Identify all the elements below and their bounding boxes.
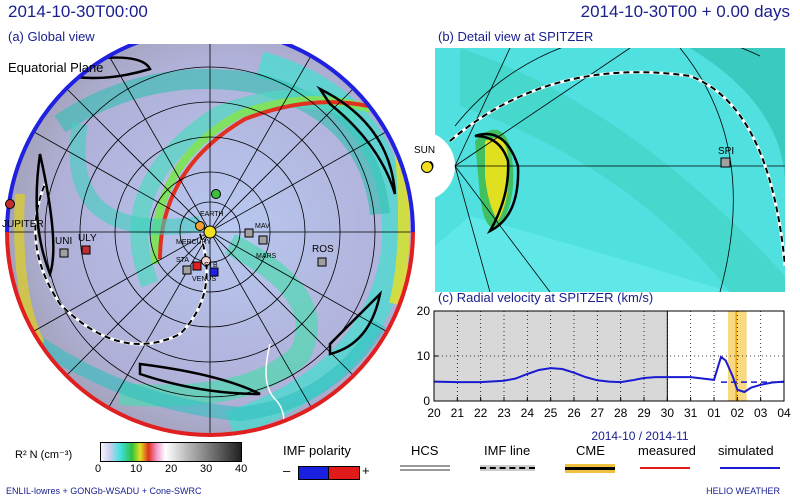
polarity-negative-swatch xyxy=(298,466,330,480)
imf-line-swatch xyxy=(480,467,535,469)
legend-hcs: HCS xyxy=(411,443,439,458)
colorbar-tick: 20 xyxy=(165,463,178,475)
x-tick-label: 20 xyxy=(427,406,441,420)
sta-marker xyxy=(182,265,192,275)
uni-marker xyxy=(59,248,69,258)
mercury-marker xyxy=(195,221,205,231)
forecast-title: 2014-10-30T00 + 0.00 days xyxy=(580,2,790,21)
colorbar-tick: 30 xyxy=(200,463,213,475)
label-jupiter: JUPITER xyxy=(2,219,44,230)
detail-sun-marker xyxy=(421,161,433,173)
label-venus: VENUS xyxy=(192,276,216,283)
x-tick-label: 03 xyxy=(754,406,768,420)
colorbar-tick: 40 xyxy=(235,463,248,475)
x-tick-label: 04 xyxy=(777,406,791,420)
x-tick-label: 26 xyxy=(567,406,581,420)
legend-minus: – xyxy=(283,463,291,478)
x-tick-label: 24 xyxy=(521,406,535,420)
legend-plus: + xyxy=(362,463,370,478)
measured-swatch xyxy=(640,467,690,469)
label-earth: EARTH xyxy=(200,211,224,218)
chart-xlabel: 2014-10 / 2014-11 xyxy=(591,429,689,443)
sun-label: SUN xyxy=(414,145,436,156)
mars-marker xyxy=(258,235,268,245)
detail-spi-marker xyxy=(720,157,731,168)
colorbar-tick: 0 xyxy=(95,463,102,475)
venus-marker xyxy=(201,256,211,266)
series-simulated xyxy=(433,355,785,394)
colorbar-tick: 10 xyxy=(130,463,143,475)
legend-imf-line: IMF line xyxy=(484,443,531,458)
velocity-chart: 20 21 22 23 24 25 26 27 28 29 30 31 01 02 03 04 0 10 20 20… xyxy=(417,305,791,443)
y-tick-label: 20 xyxy=(417,305,431,318)
label-ros: ROS xyxy=(312,244,334,255)
x-tick-label: 22 xyxy=(474,406,488,420)
label-mars: MARS xyxy=(256,253,277,260)
mav-marker xyxy=(244,228,254,238)
x-tick-label: 31 xyxy=(684,406,698,420)
hcs-swatch xyxy=(400,465,450,471)
x-tick-label: 21 xyxy=(451,406,465,420)
legend-simulated: simulated xyxy=(718,443,774,458)
y-tick-label: 10 xyxy=(417,349,431,363)
spi-marker xyxy=(209,267,219,277)
earth-marker xyxy=(211,189,221,199)
stb-marker xyxy=(192,261,202,271)
chart-title: (c) Radial velocity at SPITZER (km/s) xyxy=(438,290,654,305)
x-tick-label: 29 xyxy=(637,406,651,420)
x-tick-label: 28 xyxy=(614,406,628,420)
colorbar xyxy=(100,442,242,462)
label-sta: STA xyxy=(176,257,189,264)
x-tick-label: 01 xyxy=(707,406,721,420)
datetime-title: 2014-10-30T00:00 xyxy=(8,2,148,21)
legend-imf-polarity: IMF polarity xyxy=(283,443,351,458)
sun-marker xyxy=(203,225,217,239)
detail-view-plot: SPI xyxy=(430,48,785,292)
legend-cme: CME xyxy=(576,443,605,458)
label-uni: UNI xyxy=(55,236,72,247)
detail-spi-label: SPI xyxy=(718,146,734,157)
label-mercury: MERCURY xyxy=(176,239,212,246)
legend-measured: measured xyxy=(638,443,696,458)
polarity-positive-swatch xyxy=(328,466,360,480)
global-view-plot: Equatorial Plane EARTH MERCURY VENUS MAV… xyxy=(2,44,415,437)
global-view-label: (a) Global view xyxy=(8,29,95,44)
footer-brand: HELIO WEATHER xyxy=(706,486,780,496)
uly-marker xyxy=(81,245,91,255)
footer-models: ENLIL-lowres + GONGb-WSADU + Cone-SWRC xyxy=(6,486,202,496)
simulated-swatch xyxy=(720,467,780,469)
detail-view-label: (b) Detail view at SPITZER xyxy=(438,29,594,44)
x-tick-label: 23 xyxy=(497,406,511,420)
y-tick-label: 0 xyxy=(423,394,430,408)
jupiter-marker xyxy=(5,199,15,209)
label-mav: MAV xyxy=(255,223,270,230)
equatorial-plane-label: Equatorial Plane xyxy=(8,60,103,75)
colorbar-ticks: 0 10 20 30 40 xyxy=(95,463,247,477)
x-tick-label: 02 xyxy=(731,406,745,420)
x-tick-label: 30 xyxy=(661,406,675,420)
x-tick-label: 25 xyxy=(544,406,558,420)
x-tick-label: 27 xyxy=(591,406,605,420)
ros-marker xyxy=(317,257,327,267)
colorbar-label: R² N (cm⁻³) xyxy=(15,449,73,461)
label-stb: STB xyxy=(204,262,218,269)
label-uly: ULY xyxy=(78,233,97,244)
cme-swatch xyxy=(565,464,615,473)
chart-frame xyxy=(433,310,785,402)
